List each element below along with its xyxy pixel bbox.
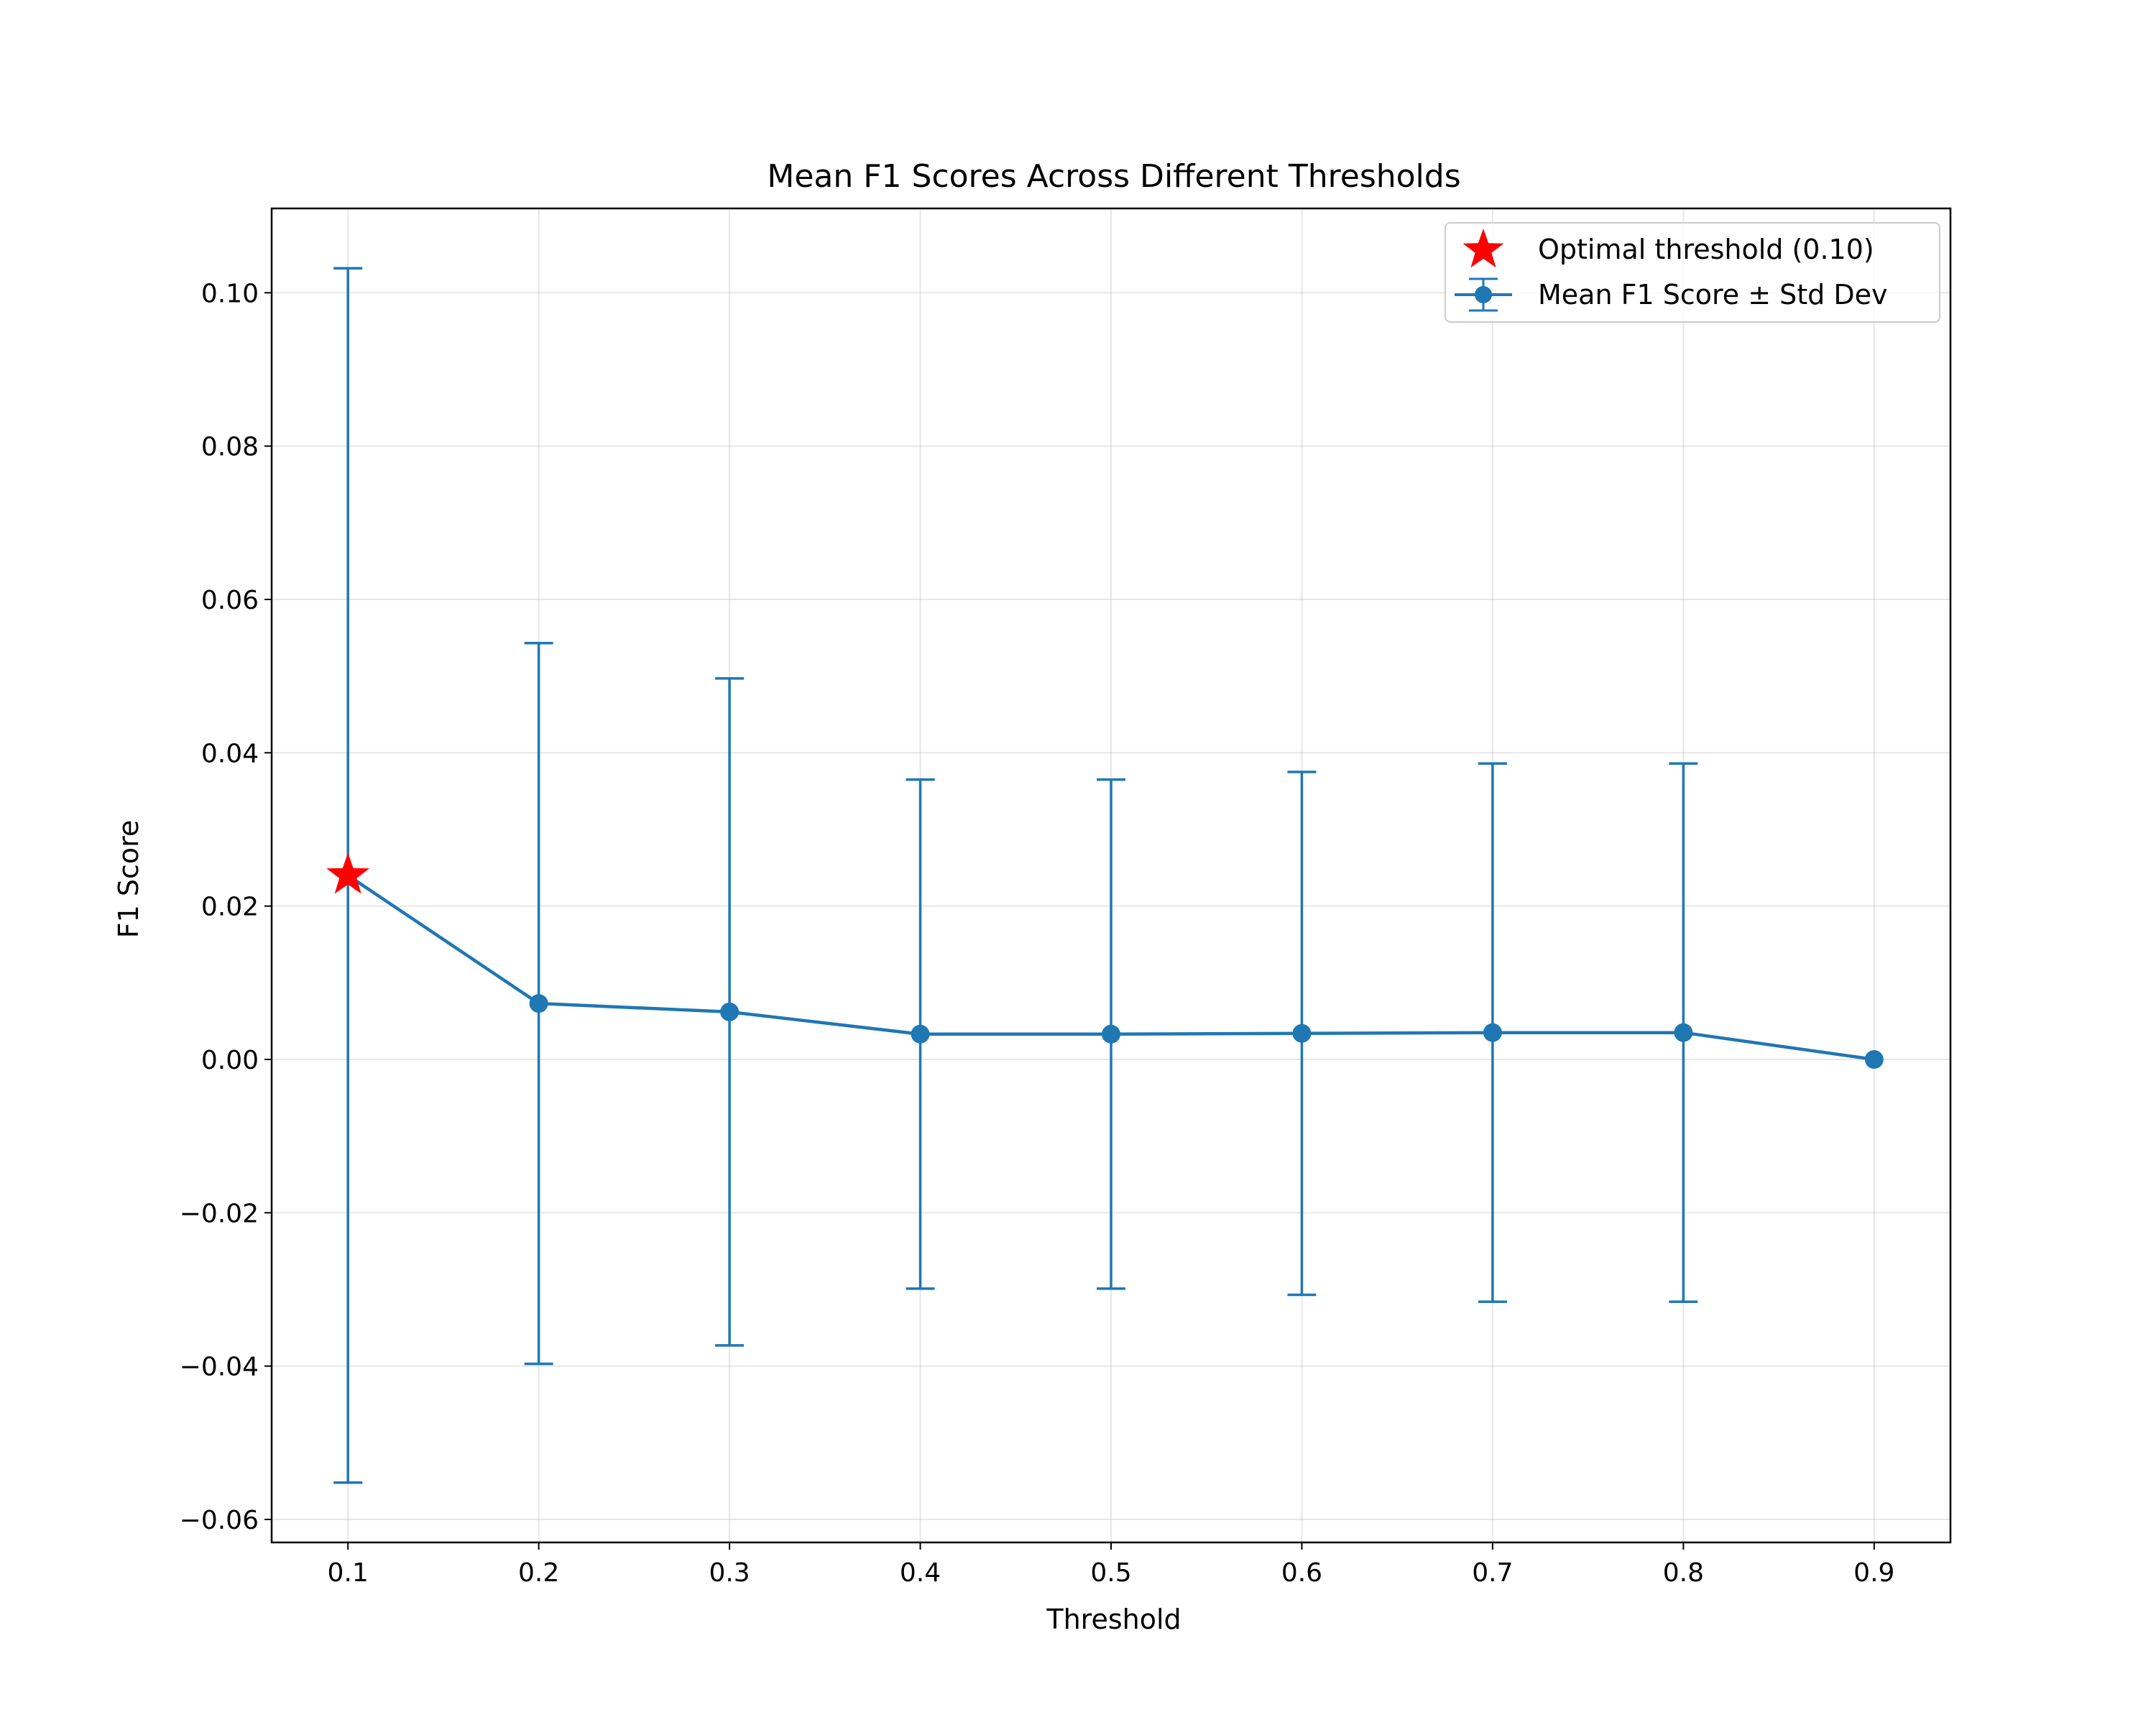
legend: Optimal threshold (0.10) Mean F1 Score ±… — [1445, 222, 1940, 323]
data-point — [529, 994, 548, 1013]
y-tick-label: 0.06 — [201, 586, 259, 615]
y-tick-label: −0.02 — [180, 1199, 259, 1228]
legend-label-series: Mean F1 Score ± Std Dev — [1538, 279, 1888, 310]
y-tick-label: −0.06 — [180, 1506, 259, 1535]
plot-data — [326, 267, 1884, 1484]
y-tick-label: 0.10 — [201, 279, 259, 308]
optimal-threshold-star — [326, 852, 370, 894]
y-axis-label: F1 Score — [113, 820, 144, 939]
x-tick-label: 0.2 — [518, 1558, 559, 1588]
y-tick-label: 0.08 — [201, 433, 259, 462]
x-tick-label: 0.3 — [709, 1558, 750, 1588]
chart-title: Mean F1 Scores Across Different Threshol… — [767, 158, 1460, 195]
legend-point-marker — [1475, 286, 1492, 303]
y-tick-label: 0.02 — [201, 893, 259, 922]
y-tick-label: −0.04 — [180, 1353, 259, 1382]
legend-box — [1445, 222, 1940, 323]
x-tick-label: 0.7 — [1472, 1558, 1513, 1588]
x-tick-label: 0.4 — [900, 1558, 941, 1588]
x-tick-label: 0.1 — [328, 1558, 369, 1588]
y-tick-label: 0.00 — [201, 1046, 259, 1075]
x-tick-label: 0.9 — [1853, 1558, 1894, 1588]
x-tick-label: 0.5 — [1090, 1558, 1131, 1588]
axes: 0.1 0.2 0.3 0.4 0.5 0.6 0.7 0.8 0.9 0.10 0.08 0.06 0… — [180, 279, 1895, 1588]
x-tick-label: 0.6 — [1281, 1558, 1322, 1588]
legend-star-marker — [1462, 229, 1504, 268]
data-point — [720, 1002, 740, 1021]
data-point — [1292, 1024, 1312, 1043]
data-point — [1674, 1023, 1693, 1042]
x-axis-label: Threshold — [1046, 1604, 1181, 1635]
y-tick-label: 0.04 — [201, 739, 259, 768]
data-point — [1483, 1023, 1502, 1042]
x-tick-label: 0.8 — [1663, 1558, 1704, 1588]
data-point — [1864, 1050, 1884, 1069]
legend-label-optimal: Optimal threshold (0.10) — [1538, 234, 1874, 265]
data-point — [1102, 1024, 1120, 1044]
data-point — [911, 1024, 930, 1044]
